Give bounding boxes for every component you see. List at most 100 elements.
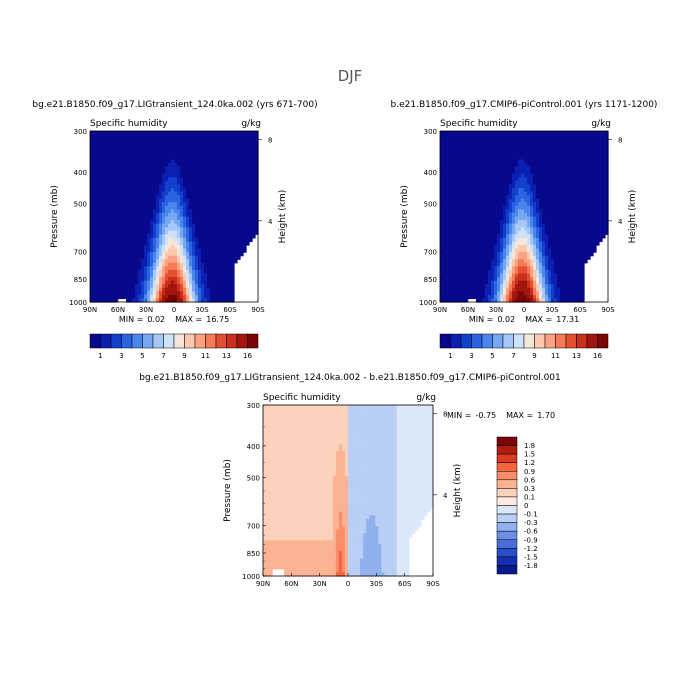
heatmap-cell bbox=[482, 159, 486, 164]
heatmap-cell bbox=[452, 234, 456, 239]
heatmap-cell bbox=[452, 291, 456, 296]
heatmap-cell bbox=[171, 280, 175, 285]
heatmap-cell bbox=[150, 191, 154, 196]
colorbar-swatch bbox=[121, 333, 133, 349]
heatmap-cell bbox=[554, 255, 558, 260]
heatmap-cell bbox=[156, 227, 160, 232]
heatmap-cell bbox=[210, 291, 214, 296]
heatmap-cell bbox=[99, 188, 103, 193]
heatmap-cell bbox=[90, 134, 94, 139]
heatmap-cell bbox=[491, 269, 495, 275]
heatmap-cell bbox=[488, 227, 492, 232]
heatmap-cell bbox=[222, 145, 226, 150]
heatmap-cell bbox=[587, 152, 591, 157]
heatmap-cell bbox=[168, 227, 172, 232]
heatmap-cell bbox=[237, 212, 241, 218]
heatmap-cell bbox=[90, 255, 94, 260]
heatmap-cell bbox=[126, 138, 130, 143]
heatmap-cell bbox=[150, 141, 154, 146]
heatmap-cell bbox=[189, 195, 193, 200]
heatmap-cell bbox=[446, 266, 450, 271]
heatmap-cell bbox=[138, 230, 142, 235]
heatmap-cell bbox=[557, 230, 561, 235]
heatmap-cell bbox=[473, 134, 477, 139]
heatmap-cell bbox=[231, 280, 235, 285]
heatmap-cell bbox=[174, 141, 178, 146]
heatmap-cell bbox=[515, 234, 519, 239]
heatmap-cell bbox=[503, 148, 507, 153]
heatmap-cell bbox=[195, 138, 199, 143]
heatmap-cell bbox=[177, 237, 181, 243]
heatmap-cell bbox=[183, 191, 187, 196]
heatmap-cell bbox=[201, 220, 205, 225]
heatmap-cell bbox=[575, 170, 579, 175]
heatmap-cell bbox=[581, 234, 585, 239]
heatmap-cell bbox=[129, 131, 133, 136]
heatmap-cell bbox=[180, 252, 184, 257]
heatmap-cell bbox=[156, 177, 160, 182]
heatmap-cell bbox=[240, 163, 244, 168]
heatmap-cell bbox=[240, 220, 244, 225]
heatmap-cell bbox=[159, 212, 163, 218]
heatmap-cell bbox=[159, 273, 163, 278]
heatmap-cell bbox=[563, 252, 567, 257]
heatmap-cell bbox=[527, 287, 531, 292]
heatmap-cell bbox=[581, 173, 585, 178]
heatmap-cell bbox=[201, 198, 205, 203]
heatmap-cell bbox=[111, 134, 115, 139]
heatmap-cell bbox=[458, 155, 462, 161]
heatmap-cell bbox=[557, 134, 561, 139]
heatmap-cell bbox=[123, 245, 127, 250]
heatmap-cell bbox=[578, 202, 582, 207]
heatmap-cell bbox=[222, 284, 226, 289]
heatmap-cell bbox=[473, 241, 477, 246]
heatmap-cell bbox=[467, 234, 471, 239]
heatmap-cell bbox=[93, 198, 97, 203]
heatmap-cell bbox=[479, 195, 483, 200]
heatmap-cell bbox=[255, 180, 259, 186]
heatmap-cell bbox=[569, 198, 573, 203]
heatmap-cell bbox=[551, 195, 555, 200]
heatmap-cell bbox=[168, 241, 172, 246]
heatmap-cell bbox=[120, 177, 124, 182]
heatmap-cell bbox=[536, 134, 540, 139]
heatmap-cell bbox=[204, 223, 208, 228]
heatmap-cell bbox=[464, 212, 468, 218]
heatmap-cell bbox=[99, 138, 103, 143]
heatmap-cell bbox=[231, 188, 235, 193]
heatmap-cell bbox=[458, 198, 462, 203]
heatmap-cell bbox=[117, 230, 121, 235]
heatmap-cell bbox=[135, 248, 139, 253]
heatmap-cell bbox=[123, 180, 127, 186]
heatmap-cell bbox=[449, 255, 453, 260]
heatmap-cell bbox=[150, 166, 154, 171]
heatmap-cell bbox=[464, 277, 468, 282]
heatmap-cell bbox=[563, 131, 567, 136]
heatmap-cell bbox=[554, 223, 558, 228]
heatmap-cell bbox=[204, 141, 208, 146]
heatmap-cell bbox=[491, 216, 495, 221]
heatmap-cell bbox=[231, 298, 235, 303]
heatmap-cell bbox=[219, 202, 223, 207]
heatmap-cell bbox=[575, 195, 579, 200]
heatmap-cell bbox=[213, 205, 217, 210]
heatmap-cell bbox=[246, 152, 250, 157]
heatmap-cell bbox=[189, 141, 193, 146]
heatmap-cell bbox=[93, 287, 97, 292]
heatmap-cell bbox=[539, 227, 543, 232]
heatmap-cell bbox=[255, 131, 259, 136]
heatmap-cell bbox=[117, 284, 121, 289]
heatmap-cell bbox=[554, 234, 558, 239]
heatmap-cell bbox=[446, 184, 450, 189]
heatmap-cell bbox=[153, 291, 157, 296]
heatmap-cell bbox=[198, 266, 202, 271]
heatmap-cell bbox=[114, 277, 118, 282]
heatmap-cell bbox=[96, 184, 100, 189]
heatmap-cell bbox=[189, 209, 193, 214]
heatmap-cell bbox=[443, 188, 447, 193]
heatmap-cell bbox=[581, 245, 585, 250]
heatmap-cell bbox=[572, 141, 576, 146]
heatmap-cell bbox=[536, 237, 540, 243]
heatmap-cell bbox=[198, 212, 202, 218]
heatmap-cell bbox=[129, 166, 133, 171]
